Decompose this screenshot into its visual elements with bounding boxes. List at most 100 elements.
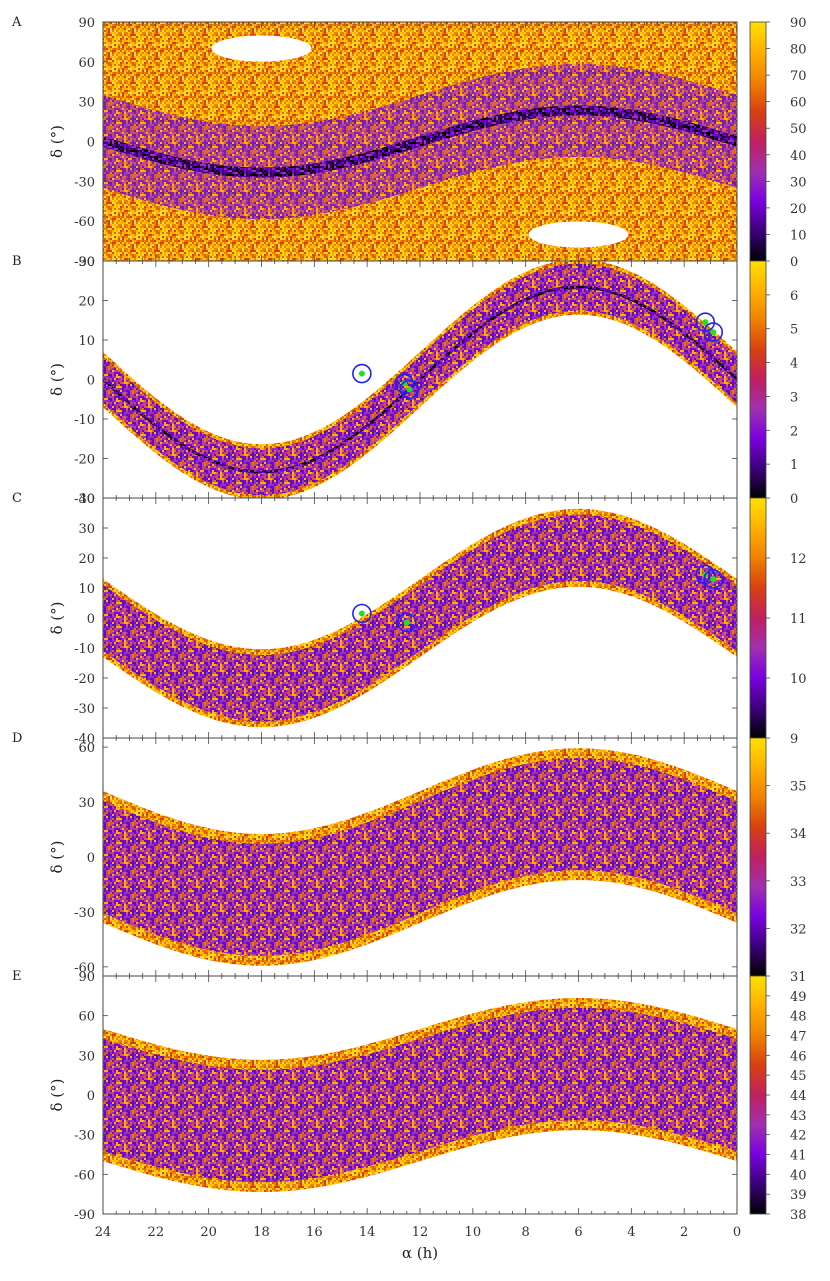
band-body [103,1007,737,1183]
colorbar-tick-label: 40 [790,1168,807,1183]
panel-D: 60 30 0 -30 -60 δ (°) D 35 34 33 32 31 [12,731,807,985]
y-axis-label: δ (°) [48,601,66,634]
colorbar-tick-label: 45 [790,1069,807,1084]
colorbar [749,975,767,1215]
colorbar-tick-label: 10 [790,228,807,243]
band-body [103,758,737,956]
colorbar-tick-label: 46 [790,1049,807,1064]
y-axis-label: δ (°) [48,125,66,158]
x-tick-label: 12 [412,1225,429,1240]
y-tick-label: 20 [78,295,95,310]
colorbar-tick-label: 0 [790,492,798,507]
source-ring-marker [394,373,414,394]
colorbar-tick-label: 40 [790,149,807,164]
y-tick-label: -90 [74,255,95,270]
source-ring-marker [703,569,724,589]
y-tick-label: 60 [78,741,95,756]
y-axis-label: δ (°) [48,840,66,873]
x-tick-label: 2 [680,1225,688,1240]
y-tick-label: 60 [78,1010,95,1025]
y-tick-label: -30 [74,702,95,717]
colorbar [749,497,767,739]
y-axis-label: δ (°) [48,1078,66,1111]
panel-letter: E [12,969,22,984]
colorbar-tick-label: 3 [790,390,798,405]
colorbar-tick-label: 38 [790,1208,807,1223]
colorbar-tick-label: 1 [790,458,798,473]
x-tick-label: 18 [253,1225,270,1240]
colorbar-tick-label: 32 [790,922,807,937]
ecliptic-pole-hole [528,221,629,248]
colorbar [749,260,767,499]
colorbar-tick-label: 90 [790,16,807,31]
y-tick-label: 90 [78,16,95,31]
source-point-marker [702,319,709,326]
y-tick-label: 30 [78,796,95,811]
y-tick-label: 30 [78,522,95,537]
panel-letter: B [12,254,22,269]
colorbar-tick-label: 11 [790,612,807,627]
x-tick-label: 14 [359,1225,376,1240]
colorbar-tick-label: 42 [790,1129,807,1144]
y-tick-label: -30 [74,175,95,190]
x-tick-label: 22 [148,1225,165,1240]
colorbar-tick-label: 80 [790,43,807,58]
source-point-marker [403,619,410,626]
colorbar-tick-label: 70 [790,69,807,84]
x-tick-label: 16 [306,1225,323,1240]
colorbar-tick-label: 9 [790,732,798,747]
y-tick-label: -20 [74,453,95,468]
y-tick-label: -40 [74,732,95,747]
y-tick-label: -20 [74,672,95,687]
panel-C: 40 30 20 10 0 -10 -20 -30 -40 δ (°) C 12 11 10 9 [12,491,807,747]
x-tick-label: 0 [733,1225,741,1240]
colorbar-tick-label: 47 [790,1030,807,1045]
y-tick-label: 0 [87,851,95,866]
x-tick-label: 6 [574,1225,582,1240]
y-tick-label: 0 [87,612,95,627]
ecliptic-line [103,105,737,178]
x-tick-label: 24 [95,1225,112,1240]
y-tick-label: -60 [74,961,95,976]
colorbar-tick-label: 30 [790,175,807,190]
source-ring-marker [695,312,716,333]
x-tick-label: 8 [522,1225,530,1240]
y-tick-label: -60 [74,215,95,230]
colorbar-tick-label: 6 [790,289,798,304]
source-point-marker [358,610,365,617]
colorbar-tick-label: 0 [790,255,798,270]
y-tick-label: 10 [78,334,95,349]
y-tick-label: 0 [87,136,95,151]
y-tick-label: -90 [74,1208,95,1223]
y-tick-label: 0 [87,1089,95,1104]
y-tick-label: 30 [78,1049,95,1064]
colorbar-tick-label: 49 [790,990,807,1005]
y-tick-label: 10 [78,582,95,597]
panel-A: 90 60 30 0 -30 -60 -90 δ (°) A 90 80 70 60 50 40 30 20 10… [11,15,807,270]
y-tick-label: 60 [78,56,95,71]
source-ring-marker [703,322,724,342]
colorbar-tick-label: 20 [790,202,807,217]
colorbar-tick-label: 5 [790,323,798,338]
colorbar-tick-label: 44 [790,1089,807,1104]
source-point-marker [406,386,413,393]
source-ring-marker [399,379,420,400]
x-tick-label: 4 [627,1225,635,1240]
source-point-marker [710,329,717,336]
colorbar-tick-label: 43 [790,1109,807,1124]
source-point-marker [710,576,717,582]
y-tick-label: -30 [74,492,95,507]
y-tick-label: 40 [78,492,95,507]
colorbar [749,737,767,977]
y-tick-label: 0 [87,374,95,389]
colorbar-tick-label: 41 [790,1149,807,1164]
y-tick-label: 90 [78,970,95,985]
panel-letter: C [12,491,22,506]
colorbar-tick-label: 10 [790,672,807,687]
colorbar-tick-label: 12 [790,552,807,567]
source-ring-marker [352,603,372,624]
y-axis-label: δ (°) [48,363,66,396]
colorbar-tick-label: 35 [790,780,807,795]
